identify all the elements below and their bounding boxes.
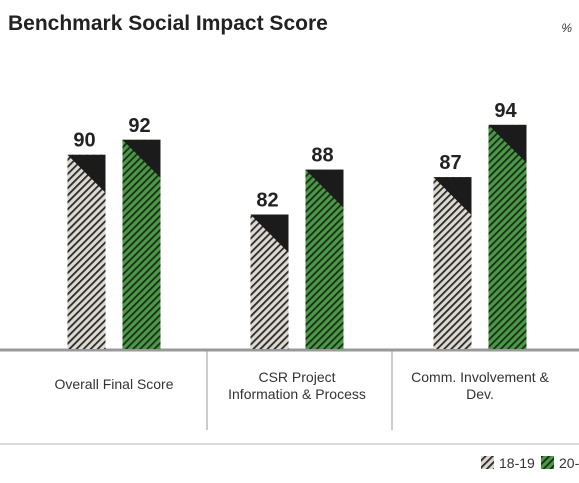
- bar-corner: [305, 169, 344, 208]
- x-tick-label: CSR Project Information & Process: [228, 369, 366, 402]
- bar-corner: [122, 139, 161, 178]
- bar-corner: [433, 177, 472, 216]
- bar-corner: [67, 154, 106, 193]
- bar-corner: [488, 124, 527, 163]
- bar: [67, 154, 106, 349]
- value-label: 82: [256, 190, 278, 212]
- x-tick-label: Comm. Involvement & Dev.: [411, 369, 549, 402]
- legend-swatch: [541, 456, 554, 469]
- unit-label: %: [561, 21, 572, 35]
- bar: [488, 124, 527, 349]
- legend-label: 20-21: [559, 455, 579, 471]
- value-label: 90: [73, 130, 95, 152]
- bar-corner: [250, 214, 289, 253]
- bar: [122, 139, 161, 349]
- x-tick-label: Overall Final Score: [54, 376, 174, 392]
- legend-label: 18-19: [499, 455, 535, 471]
- value-label: 88: [311, 145, 333, 167]
- value-label: 94: [494, 100, 517, 122]
- legend-swatch: [481, 456, 494, 469]
- chart-title: Benchmark Social Impact Score: [8, 12, 328, 35]
- value-label: 87: [439, 152, 461, 174]
- value-label: 92: [128, 115, 150, 137]
